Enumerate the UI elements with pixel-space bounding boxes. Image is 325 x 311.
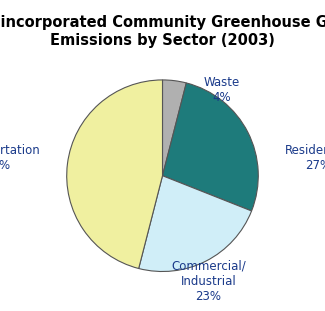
Title: Unincorporated Community Greenhouse Gas
Emissions by Sector (2003): Unincorporated Community Greenhouse Gas … [0, 16, 325, 48]
Wedge shape [139, 176, 252, 272]
Text: Residential
27%: Residential 27% [285, 145, 325, 173]
Text: Transportation
46%: Transportation 46% [0, 145, 40, 173]
Wedge shape [162, 80, 186, 176]
Text: Waste
4%: Waste 4% [204, 76, 240, 104]
Text: Commercial/
Industrial
23%: Commercial/ Industrial 23% [171, 260, 246, 303]
Wedge shape [162, 83, 258, 211]
Wedge shape [67, 80, 162, 268]
